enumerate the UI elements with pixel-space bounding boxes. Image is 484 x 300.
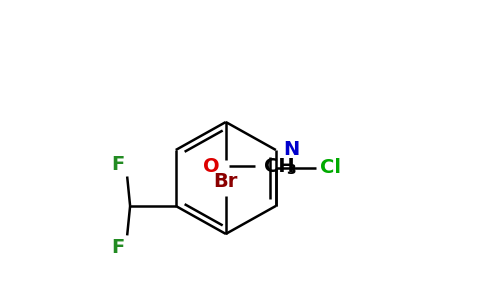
Text: N: N <box>283 140 300 160</box>
Text: 3: 3 <box>286 163 296 177</box>
Text: O: O <box>203 157 220 176</box>
Text: Br: Br <box>213 172 238 191</box>
Text: F: F <box>111 154 124 174</box>
Text: Cl: Cl <box>320 158 341 177</box>
Text: CH: CH <box>264 157 295 176</box>
Text: F: F <box>111 238 124 257</box>
